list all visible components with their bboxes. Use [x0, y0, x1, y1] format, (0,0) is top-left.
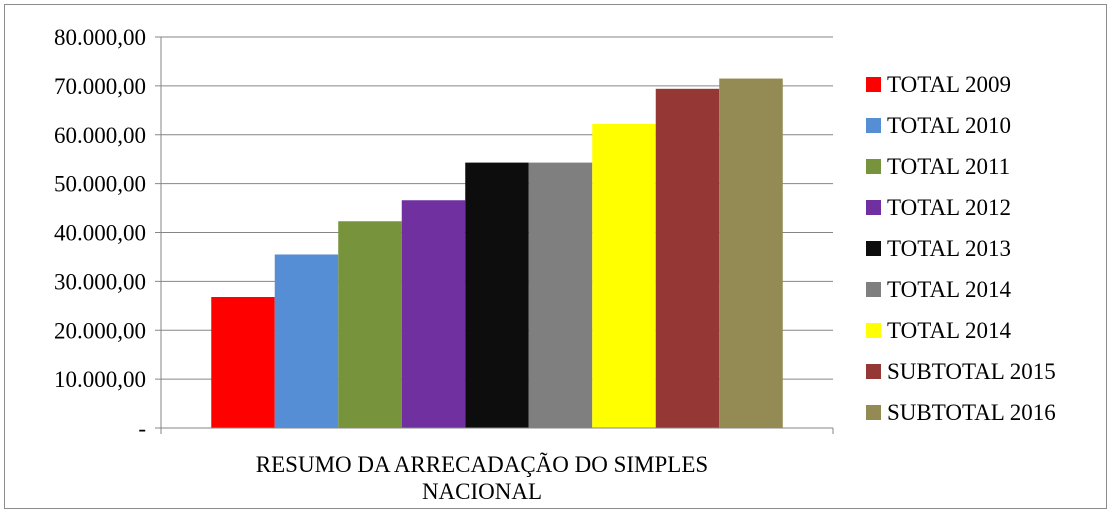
legend-label: TOTAL 2009 — [887, 71, 1012, 97]
legend-swatch — [866, 159, 881, 174]
bar-total-2014 — [528, 162, 593, 428]
category-label-line-1: RESUMO DA ARRECADAÇÃO DO SIMPLES — [256, 452, 708, 477]
legend-label: TOTAL 2014 — [887, 276, 1012, 302]
legend-swatch — [866, 118, 881, 133]
legend-swatch — [866, 364, 881, 379]
bar-total-2014 — [592, 123, 656, 428]
bar-total-2010 — [274, 254, 339, 428]
y-tick-label: 20.000,00 — [54, 318, 146, 343]
bar-total-2012 — [401, 200, 466, 428]
legend-label: SUBTOTAL 2016 — [887, 399, 1056, 425]
bar-subtotal-2016 — [719, 78, 783, 428]
legend-item: TOTAL 2011 — [866, 146, 1106, 187]
bar-total-2009 — [211, 297, 275, 428]
y-tick-label: 60.000,00 — [54, 123, 146, 148]
legend-swatch — [866, 241, 881, 256]
legend-item: TOTAL 2010 — [866, 105, 1106, 146]
legend-label: SUBTOTAL 2015 — [887, 358, 1056, 384]
legend-item: SUBTOTAL 2015 — [866, 351, 1106, 392]
legend-label: TOTAL 2014 — [887, 317, 1012, 343]
y-tick-label: - — [138, 416, 146, 441]
category-label-line-2: NACIONAL — [422, 479, 542, 504]
legend-item: TOTAL 2014 — [866, 269, 1106, 310]
legend: TOTAL 2009 TOTAL 2010 TOTAL 2011 TOTAL 2012… — [866, 64, 1106, 433]
y-tick-label: 50.000,00 — [54, 172, 146, 197]
y-tick-label: 40.000,00 — [54, 221, 146, 246]
legend-item: TOTAL 2014 — [866, 310, 1106, 351]
bar-total-2013 — [465, 162, 529, 428]
y-axis-tick-labels: - 10.000,00 20.000,00 30.000,00 40.000,00 50.… — [54, 25, 146, 441]
legend-item: TOTAL 2009 — [866, 64, 1106, 105]
y-tick-label: 80.000,00 — [54, 25, 146, 50]
legend-swatch — [866, 323, 881, 338]
legend-label: TOTAL 2012 — [887, 194, 1012, 220]
y-tick-label: 30.000,00 — [54, 269, 146, 294]
y-tick-label: 10.000,00 — [54, 367, 146, 392]
bars — [211, 78, 783, 429]
legend-swatch — [866, 282, 881, 297]
legend-swatch — [866, 77, 881, 92]
bar-subtotal-2015 — [655, 88, 720, 429]
y-tick-label: 70.000,00 — [54, 74, 146, 99]
legend-item: SUBTOTAL 2016 — [866, 392, 1106, 433]
legend-item: TOTAL 2013 — [866, 228, 1106, 269]
bar-total-2011 — [338, 221, 402, 428]
legend-item: TOTAL 2012 — [866, 187, 1106, 228]
legend-swatch — [866, 405, 881, 420]
legend-swatch — [866, 200, 881, 215]
legend-label: TOTAL 2010 — [887, 112, 1012, 138]
legend-label: TOTAL 2011 — [887, 153, 1011, 179]
legend-label: TOTAL 2013 — [887, 235, 1012, 261]
